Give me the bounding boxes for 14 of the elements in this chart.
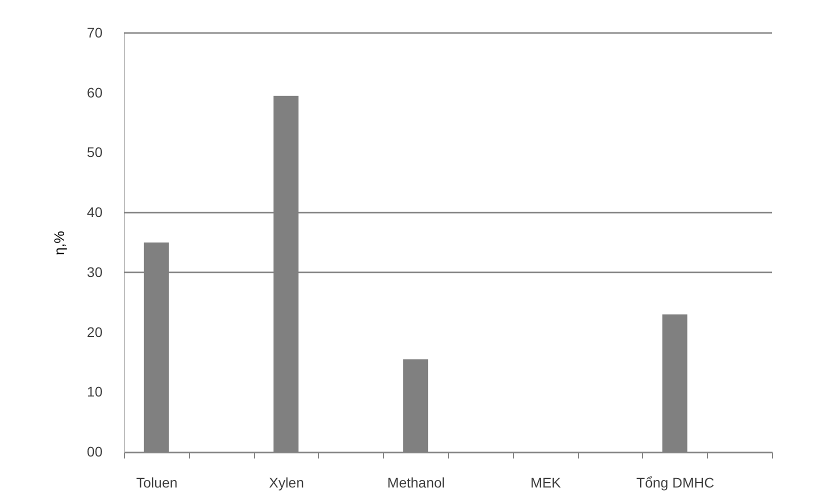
y-axis-title: η,% <box>50 230 67 256</box>
y-tick-label: 20 <box>86 324 103 340</box>
x-tick-label: Tổng DMHC <box>636 474 714 490</box>
x-tick-label: MEK <box>530 474 562 490</box>
y-tick-label: 40 <box>86 204 103 220</box>
x-tick-label: Methanol <box>387 474 445 490</box>
y-tick-label: 10 <box>86 384 103 400</box>
y-tick-label: 50 <box>86 144 103 160</box>
y-tick-label: 60 <box>86 84 103 100</box>
y-tick-label: 30 <box>86 264 103 280</box>
y-tick-label: 00 <box>86 444 103 460</box>
x-tick-label: Xylen <box>268 474 304 490</box>
x-tick-label: Toluen <box>136 474 178 490</box>
y-tick-label: 70 <box>86 24 103 40</box>
